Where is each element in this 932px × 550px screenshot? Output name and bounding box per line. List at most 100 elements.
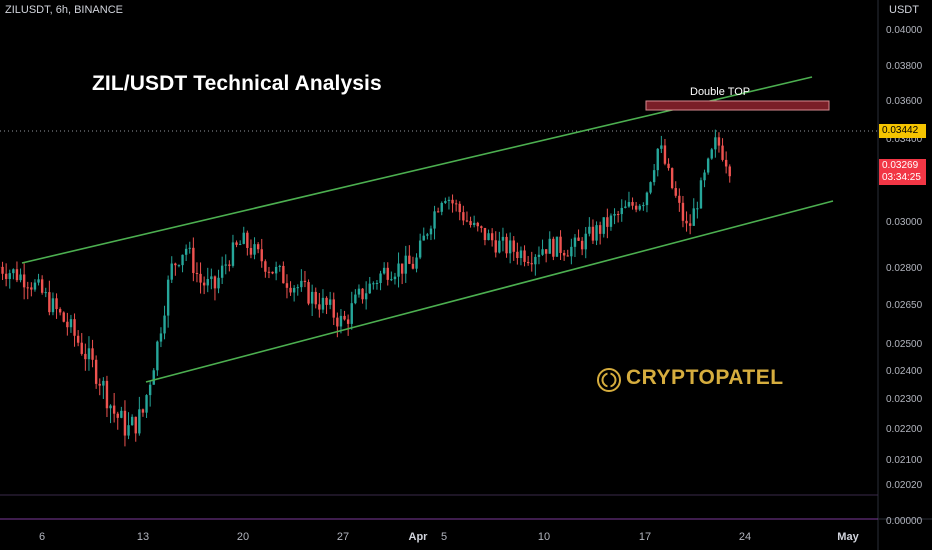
candle-body [408, 255, 411, 264]
candle-body [372, 283, 375, 285]
candle-body [706, 158, 710, 173]
brand-watermark: CRYPTOPATEL [598, 366, 784, 390]
candle-body [159, 333, 163, 342]
price-axis-tick: 0.02200 [886, 424, 923, 435]
candle-body [228, 264, 231, 266]
candle-body [69, 319, 73, 328]
candle-body [58, 309, 62, 313]
candle-body [264, 261, 267, 272]
candle-body [685, 220, 688, 224]
candle-body [210, 276, 213, 280]
candle-body [195, 273, 199, 275]
candle-body [688, 223, 692, 226]
candle-body [310, 291, 314, 304]
candle-body [642, 205, 645, 207]
candle-body [1, 266, 4, 274]
candle-body [44, 292, 47, 294]
candle-body [127, 425, 130, 436]
candle-body [174, 263, 177, 266]
candle-body [512, 240, 515, 252]
candle-body [724, 159, 728, 167]
brand-logo-spacer [598, 366, 622, 390]
price-axis-tick: 0.03400 [886, 134, 923, 145]
candle-body [242, 232, 245, 244]
candle-body [498, 240, 501, 253]
candle-body [588, 226, 591, 234]
candle-body [163, 315, 166, 334]
candle-body [4, 273, 8, 279]
candle-body [523, 250, 526, 262]
candle-body [84, 353, 87, 360]
candle-body [393, 276, 397, 280]
candle-body [505, 236, 508, 254]
candle-body [598, 225, 602, 234]
candle-body [681, 202, 685, 221]
candle-body [303, 280, 307, 283]
candle-body [40, 279, 44, 293]
candle-body [620, 207, 623, 215]
candle-body [577, 237, 580, 241]
candle-body [501, 236, 505, 241]
candle-body [300, 280, 303, 288]
time-axis-tick: 6 [38, 531, 46, 543]
time-axis-tick: 5 [440, 531, 448, 543]
candle-body [415, 257, 418, 269]
price-axis-tick: 0.02800 [886, 263, 923, 274]
candle-body [537, 254, 541, 257]
candle-body [638, 205, 641, 210]
candle-body [696, 208, 699, 210]
candle-body [670, 168, 674, 189]
last-price-value: 0.03269 [882, 160, 919, 171]
candle-body [591, 226, 595, 241]
time-axis-tick: 10 [537, 531, 551, 543]
candle-body [213, 276, 217, 289]
candle-body [177, 265, 181, 267]
price-axis-tick: 0.03800 [886, 61, 923, 72]
candle-body [332, 299, 335, 318]
candle-body [206, 279, 209, 286]
time-axis-tick: 20 [236, 531, 250, 543]
candle-body [271, 271, 274, 274]
time-axis-tick: 17 [638, 531, 652, 543]
candle-body [516, 251, 519, 259]
candle-body [156, 341, 159, 371]
candle-body [188, 247, 191, 249]
candle-body [656, 148, 659, 171]
currency-label: USDT [889, 4, 919, 16]
candle-body [663, 145, 667, 164]
candle-body [87, 348, 91, 360]
candle-body [289, 287, 292, 293]
candle-body [8, 273, 11, 279]
candle-body [714, 137, 717, 150]
candle-body [699, 180, 703, 209]
candle-body [217, 277, 220, 289]
candle-body [490, 233, 494, 241]
candle-body [404, 255, 407, 274]
candle-body [192, 247, 195, 274]
candle-body [541, 249, 544, 255]
candle-body [710, 149, 713, 159]
candle-body [386, 267, 389, 280]
candle-body [91, 348, 94, 360]
candle-body [447, 199, 451, 202]
candle-body [112, 405, 116, 414]
price-axis-tick: 0.02400 [886, 366, 923, 377]
candle-body [123, 410, 127, 436]
candle-body [548, 238, 551, 254]
candle-body [321, 297, 325, 310]
candle-body [278, 265, 281, 267]
candle-body [508, 240, 512, 254]
candle-body [318, 304, 321, 310]
candle-body [426, 234, 429, 236]
candle-body [339, 315, 343, 327]
candle-body [454, 203, 458, 205]
candle-body [721, 145, 724, 160]
candle-body [76, 335, 80, 343]
candle-body [444, 201, 447, 203]
candle-body [48, 292, 51, 313]
candle-body [422, 235, 425, 241]
time-axis-tick: 13 [136, 531, 150, 543]
candle-body [148, 384, 152, 396]
candle-body [595, 225, 598, 241]
